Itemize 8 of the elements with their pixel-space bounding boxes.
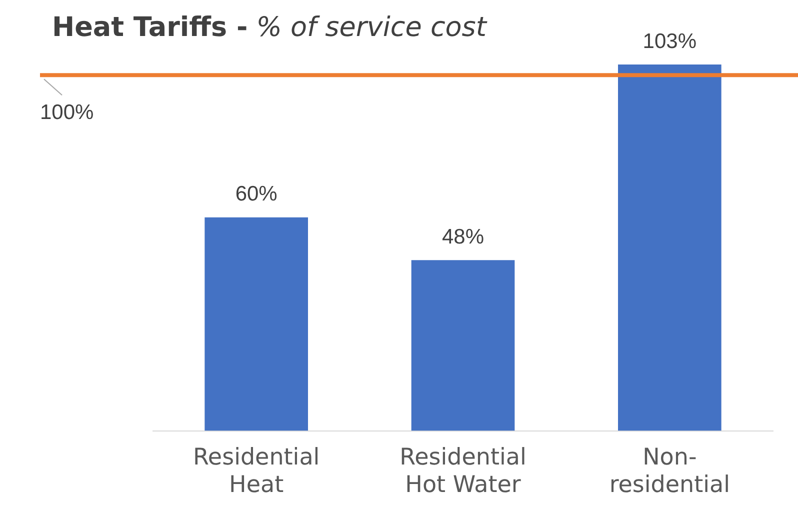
ref-line-label: 100% [40, 100, 94, 124]
data-label: 48% [442, 225, 484, 248]
x-tick-label: Non-residential [609, 444, 730, 498]
chart-title: Heat Tariffs - % of service cost [52, 12, 486, 43]
x-tick-label: Residential Heat [192, 444, 320, 498]
data-label: 103% [642, 30, 697, 53]
data-label: 60% [235, 182, 278, 206]
x-tick-label: Residential Hot Water [400, 444, 526, 498]
